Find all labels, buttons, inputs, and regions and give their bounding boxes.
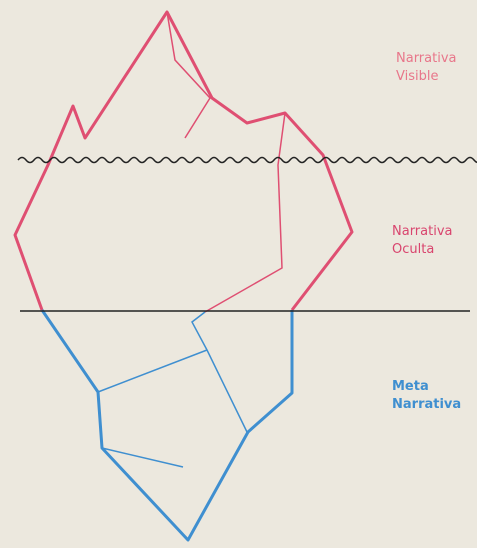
- label-line: Narrativa: [396, 51, 457, 66]
- label-line: Oculta: [392, 242, 434, 257]
- crack: [204, 112, 286, 313]
- label-line: Narrativa: [392, 224, 453, 239]
- label-line: Visible: [396, 69, 438, 84]
- crack: [97, 349, 208, 393]
- crack: [166, 11, 211, 139]
- label-line: Meta: [392, 379, 429, 394]
- wave-line: [17, 156, 477, 164]
- crack: [101, 447, 184, 468]
- iceberg-top-outline: [13, 10, 354, 311]
- label-line: Narrativa: [392, 397, 461, 412]
- crack: [191, 311, 248, 433]
